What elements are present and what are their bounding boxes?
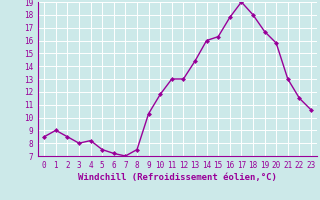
X-axis label: Windchill (Refroidissement éolien,°C): Windchill (Refroidissement éolien,°C) bbox=[78, 173, 277, 182]
